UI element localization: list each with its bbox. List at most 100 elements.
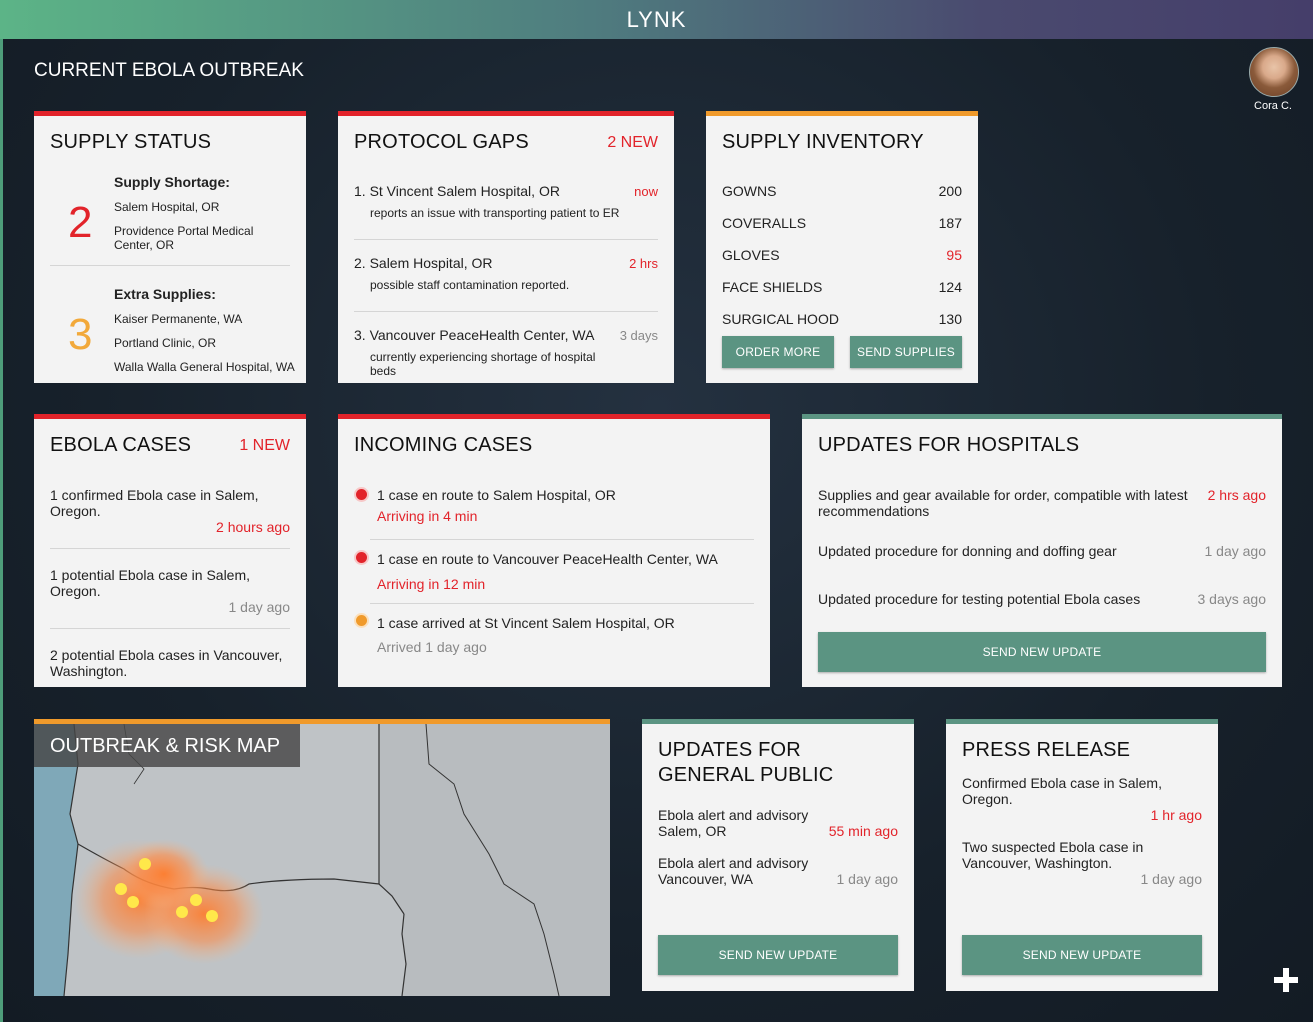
update-time: 2 hrs ago — [1207, 487, 1266, 503]
card-title: UPDATES FOR HOSPITALS — [818, 434, 1080, 456]
gap-heading[interactable]: 3. Vancouver PeaceHealth Center, WA — [354, 327, 595, 343]
gap-heading[interactable]: 2. Salem Hospital, OR — [354, 255, 493, 271]
update-text[interactable]: Updated procedure for testing potential … — [818, 591, 1141, 607]
gap-time: 2 hrs — [629, 256, 658, 271]
order-more-button[interactable]: ORDER MORE — [722, 336, 834, 368]
public-update-line[interactable]: Ebola alert and advisory — [658, 855, 809, 871]
extra-item[interactable]: Kaiser Permanente, WA — [114, 312, 243, 326]
incoming-status: Arrived 1 day ago — [377, 639, 487, 655]
status-dot-icon — [356, 489, 367, 500]
case-marker — [127, 896, 139, 908]
new-badge: 2 NEW — [607, 134, 658, 151]
incoming-cases-card: INCOMING CASES 1 case en route to Salem … — [338, 414, 770, 687]
incoming-text[interactable]: 1 case arrived at St Vincent Salem Hospi… — [377, 615, 675, 631]
gap-detail: reports an issue with transporting patie… — [370, 206, 620, 220]
card-title-line: UPDATES FOR — [658, 739, 801, 761]
public-update-line[interactable]: Vancouver, WA — [658, 871, 753, 887]
press-time: 1 hr ago — [1150, 807, 1202, 823]
divider — [370, 603, 754, 604]
inventory-item-qty: 187 — [938, 215, 962, 231]
updates-public-card: UPDATES FOR GENERAL PUBLIC Ebola alert a… — [642, 719, 914, 991]
app-title: LYNK — [626, 7, 687, 32]
update-time: 1 day ago — [1204, 543, 1267, 559]
extra-label: Extra Supplies: — [114, 286, 216, 302]
protocol-gaps-card: PROTOCOL GAPS 2 NEW 1. St Vincent Salem … — [338, 111, 674, 383]
case-time: 2 hours ago — [216, 519, 290, 535]
gap-time: now — [634, 184, 658, 199]
press-text[interactable]: Two suspected Ebola case in Vancouver, W… — [962, 839, 1144, 871]
shortage-count: 2 — [68, 198, 93, 247]
send-update-button[interactable]: SEND NEW UPDATE — [818, 632, 1266, 672]
state-border — [401, 913, 407, 996]
case-text[interactable]: 1 potential Ebola case in Salem, Oregon. — [50, 567, 251, 599]
press-text[interactable]: Confirmed Ebola case in Salem, Oregon. — [962, 775, 1162, 807]
page-title: CURRENT EBOLA OUTBREAK — [34, 60, 304, 81]
new-badge: 1 NEW — [239, 437, 290, 454]
card-title: SUPPLY STATUS — [50, 131, 212, 153]
incoming-status: Arriving in 12 min — [377, 576, 486, 592]
status-dot-icon — [356, 615, 367, 626]
public-update-time: 55 min ago — [828, 823, 898, 839]
extra-count: 3 — [68, 310, 93, 359]
case-text[interactable]: 1 confirmed Ebola case in Salem, Oregon. — [50, 487, 259, 519]
case-text[interactable]: 2 potential Ebola cases in Vancouver, Wa… — [50, 647, 283, 679]
extra-item[interactable]: Portland Clinic, OR — [114, 336, 217, 350]
update-time: 3 days ago — [1197, 591, 1267, 607]
gap-time: 3 days — [619, 328, 658, 343]
inventory-item-name: COVERALLS — [722, 215, 807, 231]
ebola-cases-card: EBOLA CASES 1 NEW 1 confirmed Ebola case… — [34, 414, 306, 687]
frame-edge — [0, 39, 3, 1022]
case-marker — [139, 858, 151, 870]
divider — [50, 265, 290, 266]
shortage-item[interactable]: Salem Hospital, OR — [114, 200, 220, 214]
shortage-label: Supply Shortage: — [114, 174, 230, 190]
incoming-text[interactable]: 1 case en route to Salem Hospital, OR — [377, 487, 616, 503]
send-supplies-button[interactable]: SEND SUPPLIES — [850, 336, 962, 368]
plus-icon[interactable] — [1274, 968, 1298, 992]
updates-hospitals-card: UPDATES FOR HOSPITALS Supplies and gear … — [802, 414, 1282, 687]
press-release-card: PRESS RELEASE Confirmed Ebola case in Sa… — [946, 719, 1218, 991]
card-title: PRESS RELEASE — [962, 739, 1131, 761]
card-title: SUPPLY INVENTORY — [722, 131, 924, 153]
inner-border — [425, 724, 560, 996]
supply-inventory-card: SUPPLY INVENTORY GOWNS 200 COVERALLS 187… — [706, 111, 978, 383]
card-title: PROTOCOL GAPS — [354, 131, 529, 153]
divider — [354, 239, 658, 240]
case-marker — [206, 910, 218, 922]
send-update-button[interactable]: SEND NEW UPDATE — [658, 935, 898, 975]
inventory-item-name: GOWNS — [722, 183, 777, 199]
inventory-item-name: SURGICAL HOOD — [722, 311, 839, 327]
extra-item[interactable]: Walla Walla General Hospital, WA — [114, 360, 295, 374]
inventory-item-qty: 130 — [938, 311, 962, 327]
app-header: LYNK — [0, 0, 1313, 39]
divider — [50, 628, 290, 629]
divider — [370, 539, 754, 540]
card-title: INCOMING CASES — [354, 434, 533, 456]
ocean — [34, 724, 78, 996]
map-graphic[interactable] — [34, 724, 610, 996]
incoming-status: Arriving in 4 min — [377, 508, 478, 524]
risk-heat — [119, 839, 209, 909]
public-update-line[interactable]: Ebola alert and advisory — [658, 807, 809, 823]
inventory-item-name: FACE SHIELDS — [722, 279, 823, 295]
outbreak-risk-map[interactable]: OUTBREAK & RISK MAP — [34, 719, 610, 996]
gap-detail: currently experiencing shortage of hospi… — [370, 350, 596, 378]
send-update-button[interactable]: SEND NEW UPDATE — [962, 935, 1202, 975]
user-name[interactable]: Cora C. — [1254, 100, 1292, 112]
public-update-time: 1 day ago — [836, 871, 899, 887]
incoming-text[interactable]: 1 case en route to Vancouver PeaceHealth… — [377, 551, 718, 567]
gap-heading[interactable]: 1. St Vincent Salem Hospital, OR — [354, 183, 560, 199]
update-text[interactable]: Supplies and gear available for order, c… — [818, 487, 1188, 519]
shortage-item[interactable]: Providence Portal Medical Center, OR — [114, 224, 254, 252]
inventory-item-qty: 200 — [938, 183, 962, 199]
card-title-line: GENERAL PUBLIC — [658, 764, 834, 786]
public-update-line[interactable]: Salem, OR — [658, 823, 727, 839]
inventory-item-qty: 95 — [946, 247, 962, 263]
case-time: 1 day ago — [228, 599, 291, 615]
inventory-item-name: GLOVES — [722, 247, 780, 263]
avatar[interactable] — [1249, 47, 1299, 97]
divider — [354, 311, 658, 312]
case-marker — [176, 906, 188, 918]
divider — [50, 548, 290, 549]
update-text[interactable]: Updated procedure for donning and doffin… — [818, 543, 1117, 559]
